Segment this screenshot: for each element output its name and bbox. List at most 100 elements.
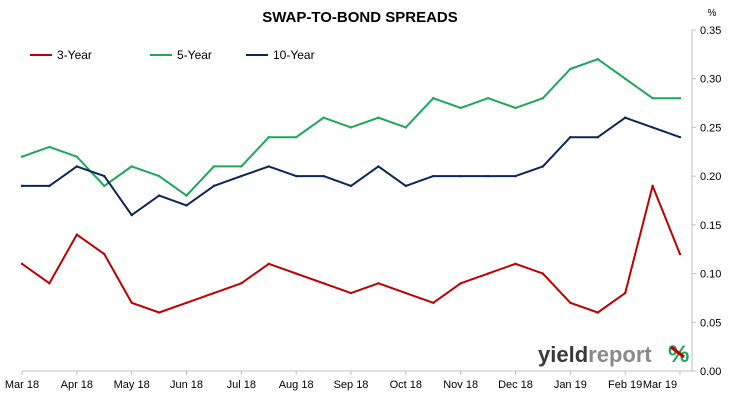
data-point-3-year	[185, 301, 188, 304]
x-tick-label: Nov 18	[443, 379, 478, 391]
data-point-10-year	[48, 184, 51, 188]
data-point-3-year	[349, 291, 353, 295]
yieldreport-logo: yieldreport %	[538, 341, 689, 368]
data-point-3-year	[240, 282, 243, 285]
data-point-5-year	[267, 135, 270, 139]
x-tick-label: Aug 18	[279, 379, 314, 391]
data-point-3-year	[130, 301, 133, 304]
series-line-10-year	[22, 116, 681, 217]
data-point-10-year	[651, 126, 654, 129]
data-point-10-year	[678, 135, 682, 139]
data-point-10-year	[486, 174, 490, 178]
data-point-5-year	[130, 165, 133, 168]
data-point-3-year	[212, 291, 216, 295]
data-point-3-year	[596, 311, 599, 314]
data-point-5-year	[569, 67, 572, 71]
x-tick-label: Feb 19	[608, 379, 642, 391]
legend-label-10-year: 10-Year	[273, 48, 315, 62]
data-point-10-year	[569, 135, 572, 139]
x-tick-label: May 18	[114, 379, 150, 391]
data-point-5-year	[240, 165, 243, 168]
y-axis-ticks: 0.00 0.05 0.10 0.15 0.20 0.25 0.30 0.35	[692, 25, 721, 378]
data-point-10-year	[20, 184, 24, 188]
y-tick-label: 0.20	[700, 171, 721, 183]
x-tick-label: Jan 19	[554, 379, 587, 391]
data-point-3-year	[459, 282, 462, 285]
data-point-10-year	[459, 174, 462, 178]
data-point-10-year	[322, 174, 325, 178]
data-point-5-year	[212, 165, 216, 168]
logo-word-yield: yield	[538, 342, 588, 367]
data-point-5-year	[596, 58, 599, 61]
data-point-10-year	[514, 174, 517, 178]
data-point-5-year	[514, 106, 517, 110]
data-point-5-year	[459, 106, 462, 110]
data-point-3-year	[377, 282, 380, 285]
data-point-5-year	[486, 97, 490, 100]
svg-text:yieldreport: yieldreport	[538, 342, 652, 367]
data-point-10-year	[130, 213, 133, 217]
data-point-3-year	[404, 291, 408, 295]
y-tick-label: 0.15	[700, 220, 721, 232]
data-point-3-year	[294, 272, 298, 275]
data-point-3-year	[103, 252, 106, 256]
data-point-3-year	[623, 291, 627, 295]
data-point-5-year	[623, 77, 627, 80]
x-axis-ticks: Mar 18 Apr 18 May 18 Jun 18 Jul 18 Aug 18 Sep …	[5, 371, 681, 391]
data-point-10-year	[377, 165, 380, 168]
data-point-3-year	[20, 262, 24, 266]
data-point-3-year	[569, 301, 572, 304]
data-point-5-year	[651, 97, 654, 100]
data-point-10-year	[75, 165, 79, 168]
data-point-5-year	[157, 174, 161, 178]
data-point-3-year	[541, 272, 545, 275]
data-point-3-year	[157, 311, 161, 314]
data-point-10-year	[212, 184, 216, 188]
data-point-5-year	[678, 97, 682, 100]
data-point-10-year	[349, 184, 353, 188]
data-point-10-year	[157, 194, 161, 197]
data-point-10-year	[541, 165, 545, 168]
data-point-10-year	[404, 184, 408, 188]
x-tick-label: Oct 18	[390, 379, 422, 391]
logo-word-report: report	[588, 342, 652, 367]
legend: 3-Year 5-Year 10-Year	[30, 48, 315, 62]
data-point-10-year	[240, 174, 243, 178]
data-point-3-year	[267, 262, 270, 266]
data-point-5-year	[185, 194, 188, 197]
data-point-10-year	[623, 116, 627, 119]
y-tick-label: 0.00	[700, 366, 721, 378]
data-point-5-year	[294, 135, 298, 139]
y-tick-label: 0.25	[700, 122, 721, 134]
data-point-3-year	[75, 233, 79, 236]
data-point-5-year	[322, 116, 325, 119]
x-tick-label: Mar 19	[643, 379, 677, 391]
x-tick-label: Apr 18	[61, 379, 93, 391]
y-tick-label: 0.35	[700, 25, 721, 37]
data-point-5-year	[75, 155, 79, 158]
x-tick-label: Mar 18	[5, 379, 39, 391]
legend-label-5-year: 5-Year	[177, 48, 212, 62]
data-point-10-year	[432, 174, 435, 178]
series-lines	[20, 58, 682, 314]
data-point-5-year	[377, 116, 380, 119]
x-tick-label: Jun 18	[170, 379, 203, 391]
data-point-5-year	[103, 184, 106, 188]
data-point-5-year	[541, 97, 545, 100]
x-tick-label: Dec 18	[498, 379, 533, 391]
x-tick-label: Jul 18	[227, 379, 256, 391]
data-point-3-year	[678, 252, 682, 256]
data-point-3-year	[514, 262, 517, 266]
data-point-5-year	[349, 126, 353, 129]
data-point-3-year	[651, 184, 654, 188]
logo-percent-accent	[670, 345, 685, 359]
data-point-5-year	[20, 155, 24, 158]
data-point-3-year	[486, 272, 490, 275]
data-point-5-year	[48, 145, 51, 149]
data-point-10-year	[185, 204, 188, 207]
y-axis-unit: %	[708, 8, 717, 19]
data-point-5-year	[432, 97, 435, 100]
y-tick-label: 0.30	[700, 74, 721, 86]
data-point-10-year	[596, 135, 599, 139]
